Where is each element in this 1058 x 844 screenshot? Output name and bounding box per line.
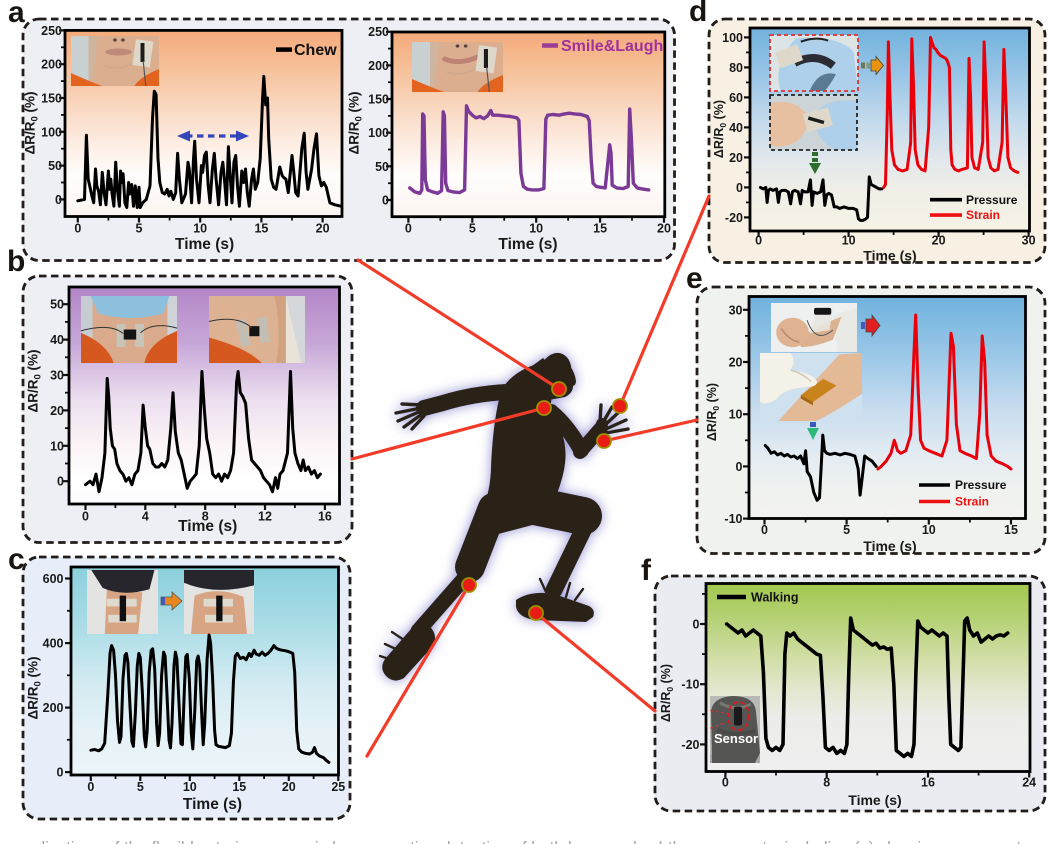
svg-text:-10: -10	[724, 512, 742, 526]
svg-text:Time (s): Time (s)	[498, 236, 557, 253]
svg-text:20: 20	[316, 222, 330, 236]
svg-text:Strain: Strain	[955, 495, 989, 509]
svg-text:e: e	[686, 262, 703, 295]
svg-text:40: 40	[729, 121, 743, 135]
svg-text:4: 4	[142, 510, 149, 524]
svg-text:Time (s): Time (s)	[175, 236, 234, 253]
svg-text:0: 0	[82, 510, 89, 524]
svg-text:100: 100	[368, 126, 389, 140]
svg-text:10: 10	[183, 780, 197, 794]
svg-text:150: 150	[41, 92, 62, 106]
svg-text:0: 0	[57, 475, 64, 489]
svg-text:20: 20	[657, 222, 671, 236]
svg-text:100: 100	[722, 31, 743, 45]
svg-text:60: 60	[729, 91, 743, 105]
svg-text:0: 0	[755, 234, 762, 248]
svg-text:15: 15	[232, 780, 246, 794]
svg-text:-20: -20	[681, 738, 699, 752]
svg-text:8: 8	[202, 510, 209, 524]
svg-text:ΔR/R0 (%): ΔR/R0 (%)	[26, 350, 44, 413]
svg-text:30: 30	[729, 303, 743, 317]
svg-text:16: 16	[921, 776, 935, 790]
svg-text:Time (s): Time (s)	[178, 518, 237, 535]
svg-text:10: 10	[729, 408, 743, 422]
svg-text:Chew: Chew	[294, 42, 337, 59]
svg-text:0: 0	[722, 776, 729, 790]
svg-text:5: 5	[843, 523, 850, 537]
svg-text:applications of the flexible s: applications of the flexible strain sens…	[14, 839, 1058, 844]
svg-text:0: 0	[87, 780, 94, 794]
svg-text:Time (s): Time (s)	[863, 248, 916, 264]
svg-text:5: 5	[137, 780, 144, 794]
svg-text:0: 0	[693, 618, 700, 632]
svg-text:400: 400	[43, 637, 64, 651]
svg-text:Walking: Walking	[751, 591, 798, 605]
svg-text:24: 24	[1022, 776, 1036, 790]
svg-text:Smile&Laugh: Smile&Laugh	[561, 38, 663, 55]
svg-text:20: 20	[932, 234, 946, 248]
svg-text:15: 15	[254, 222, 268, 236]
svg-text:Time (s): Time (s)	[848, 792, 901, 808]
svg-text:200: 200	[41, 58, 62, 72]
svg-text:0: 0	[57, 766, 64, 780]
svg-text:f: f	[641, 554, 652, 587]
svg-text:10: 10	[842, 234, 856, 248]
svg-text:ΔR/R0 (%): ΔR/R0 (%)	[712, 100, 728, 158]
svg-text:16: 16	[318, 510, 332, 524]
svg-text:15: 15	[593, 222, 607, 236]
svg-text:20: 20	[729, 151, 743, 165]
svg-text:0: 0	[736, 181, 743, 195]
svg-text:600: 600	[43, 572, 64, 586]
svg-text:20: 20	[729, 356, 743, 370]
svg-text:50: 50	[50, 298, 64, 312]
svg-text:0: 0	[55, 193, 62, 207]
svg-text:Sensor: Sensor	[714, 731, 758, 746]
svg-text:8: 8	[823, 776, 830, 790]
svg-text:0: 0	[405, 222, 412, 236]
svg-text:b: b	[7, 245, 25, 278]
svg-text:Time (s): Time (s)	[863, 538, 916, 554]
svg-text:ΔR/R0 (%): ΔR/R0 (%)	[26, 657, 44, 720]
svg-text:Pressure: Pressure	[955, 478, 1007, 492]
svg-text:-20: -20	[725, 211, 743, 225]
svg-text:0: 0	[761, 523, 768, 537]
svg-text:10: 10	[529, 222, 543, 236]
svg-text:200: 200	[43, 701, 64, 715]
svg-text:5: 5	[136, 222, 143, 236]
svg-text:ΔR/R0 (%): ΔR/R0 (%)	[705, 383, 721, 441]
svg-text:20: 20	[282, 780, 296, 794]
svg-text:5: 5	[469, 222, 476, 236]
svg-text:10: 10	[193, 222, 207, 236]
svg-text:-10: -10	[681, 678, 699, 692]
svg-text:100: 100	[41, 125, 62, 139]
svg-text:0: 0	[382, 194, 389, 208]
svg-text:15: 15	[1004, 523, 1018, 537]
svg-text:0: 0	[74, 222, 81, 236]
svg-text:50: 50	[48, 159, 62, 173]
svg-text:80: 80	[729, 61, 743, 75]
svg-text:50: 50	[375, 160, 389, 174]
svg-text:10: 10	[922, 523, 936, 537]
svg-text:250: 250	[41, 24, 62, 38]
svg-text:Time (s): Time (s)	[183, 796, 242, 813]
svg-text:a: a	[8, 0, 25, 29]
svg-text:150: 150	[368, 93, 389, 107]
svg-text:0: 0	[736, 460, 743, 474]
svg-text:20: 20	[50, 404, 64, 418]
svg-text:ΔR/R0 (%): ΔR/R0 (%)	[23, 92, 41, 155]
svg-text:d: d	[689, 0, 707, 28]
svg-text:c: c	[8, 543, 25, 576]
svg-text:10: 10	[50, 439, 64, 453]
svg-text:30: 30	[50, 369, 64, 383]
svg-text:ΔR/R0 (%): ΔR/R0 (%)	[347, 92, 365, 155]
svg-text:250: 250	[368, 25, 389, 39]
svg-text:12: 12	[258, 510, 272, 524]
svg-text:Strain: Strain	[966, 208, 1000, 222]
svg-text:200: 200	[368, 59, 389, 73]
svg-text:ΔR/R0 (%): ΔR/R0 (%)	[659, 664, 675, 722]
svg-text:25: 25	[331, 780, 345, 794]
svg-text:30: 30	[1022, 234, 1036, 248]
svg-text:Pressure: Pressure	[966, 193, 1018, 207]
svg-text:40: 40	[50, 333, 64, 347]
